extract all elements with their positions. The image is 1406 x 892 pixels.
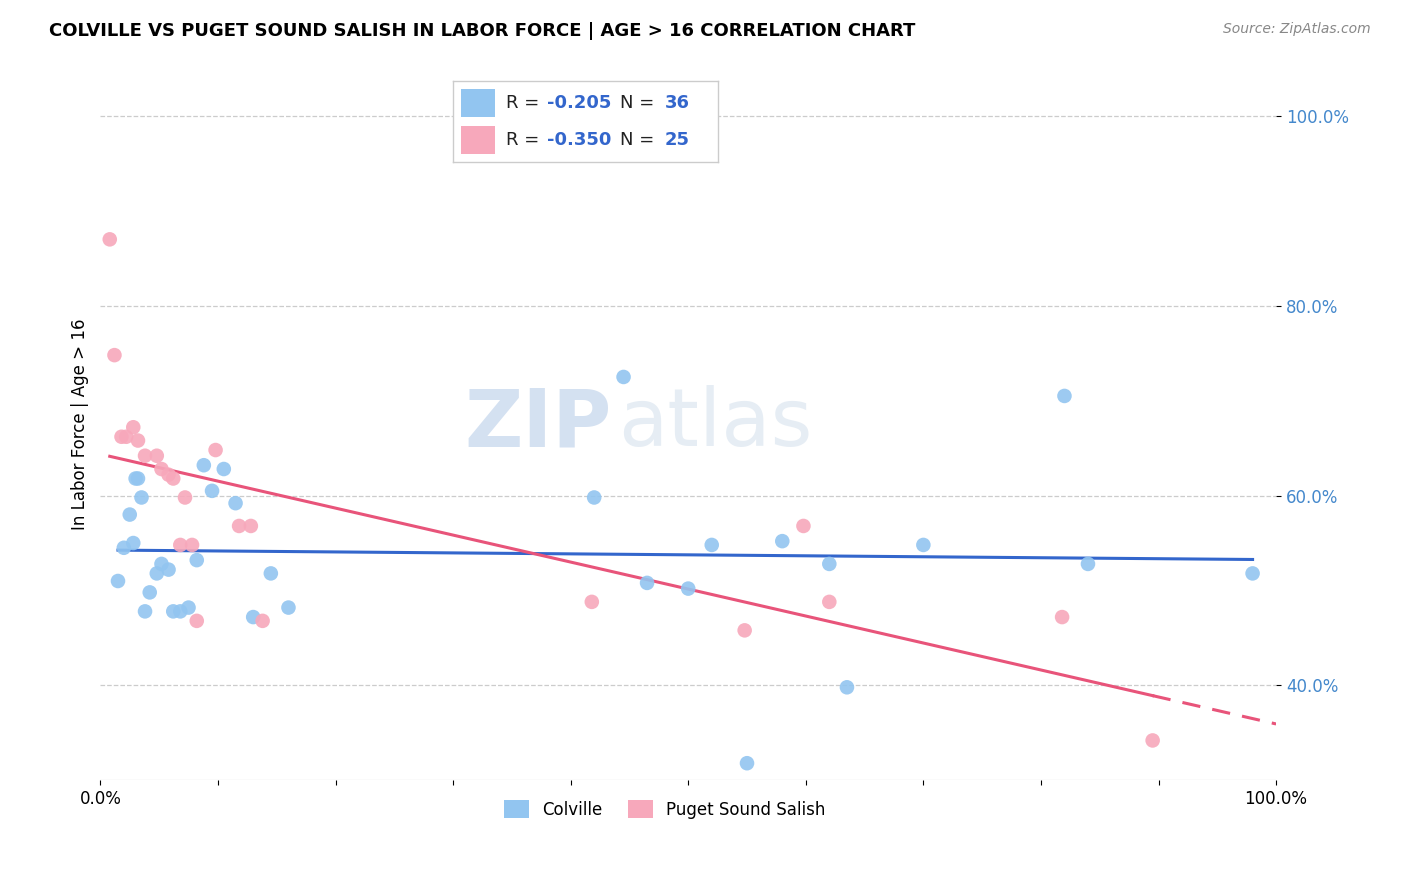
Point [98,232,121,246]
Point [212,462,235,476]
Point [818,595,841,609]
Text: Source: ZipAtlas.com: Source: ZipAtlas.com [1223,22,1371,37]
Point [107,574,129,588]
Text: COLVILLE VS PUGET SOUND SALISH IN LABOR FORCE | AGE > 16 CORRELATION CHART: COLVILLE VS PUGET SOUND SALISH IN LABOR … [49,22,915,40]
Point [112,541,135,555]
Point [146,566,169,581]
Legend: Colville, Puget Sound Salish: Colville, Puget Sound Salish [498,793,832,825]
Point [912,538,935,552]
Point [131,491,153,505]
Point [734,624,756,638]
Point [169,538,191,552]
Point [700,538,723,552]
Point [186,614,208,628]
Point [138,585,160,599]
Point [252,614,274,628]
Point [277,600,299,615]
Y-axis label: In Labor Force | Age > 16: In Labor Force | Age > 16 [72,318,89,530]
Point [583,491,606,505]
Point [169,604,191,618]
Point [127,434,149,448]
Point [818,557,841,571]
Point [201,483,224,498]
Point [1142,733,1164,747]
Point [770,534,793,549]
Point [242,610,264,624]
Point [134,449,156,463]
Point [792,519,814,533]
Point [181,538,204,552]
Point [118,508,141,522]
Point [103,348,125,362]
Point [636,575,658,590]
Point [1050,610,1073,624]
Point [186,553,208,567]
Point [581,595,603,609]
Point [676,582,699,596]
Point [127,471,149,485]
Point [134,604,156,618]
Point [260,566,283,581]
Point [612,370,634,384]
Point [122,420,145,434]
Point [174,491,197,505]
Text: ZIP: ZIP [464,385,612,464]
Point [115,430,138,444]
Point [1241,566,1264,581]
Point [228,519,250,533]
Point [157,467,180,482]
Point [122,536,145,550]
Point [162,471,184,485]
Point [110,430,132,444]
Point [193,458,215,473]
Point [150,462,173,476]
Point [157,563,180,577]
Point [146,449,169,463]
Point [225,496,247,510]
Point [150,557,173,571]
Point [177,600,200,615]
Point [1077,557,1099,571]
Point [1053,389,1076,403]
Text: atlas: atlas [617,385,813,464]
Point [204,443,226,458]
Point [735,756,758,771]
Point [835,681,858,695]
Point [124,471,146,485]
Point [239,519,262,533]
Point [162,604,184,618]
